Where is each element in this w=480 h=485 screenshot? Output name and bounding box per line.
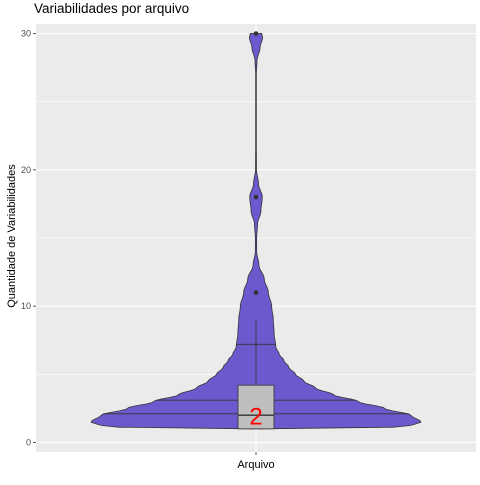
median-annotation: 2 bbox=[249, 404, 262, 431]
outlier-point bbox=[253, 194, 259, 200]
outlier-point bbox=[253, 290, 259, 295]
y-axis-label: Quantidade de Variabilidades bbox=[6, 164, 18, 308]
y-tick-label: 20 bbox=[21, 165, 31, 175]
y-tick-label: 30 bbox=[21, 29, 31, 39]
x-axis-label: Arquivo bbox=[237, 459, 275, 471]
y-axis: 0 10 20 30 bbox=[21, 29, 36, 447]
boxplot-layer bbox=[237, 31, 275, 430]
boxplot-box bbox=[237, 384, 275, 430]
outlier-point bbox=[253, 31, 259, 36]
y-tick-label: 10 bbox=[21, 301, 31, 311]
y-tick-label: 0 bbox=[26, 437, 31, 447]
chart-title: Variabilidades por arquivo bbox=[34, 1, 190, 16]
violin-shape bbox=[90, 33, 422, 430]
